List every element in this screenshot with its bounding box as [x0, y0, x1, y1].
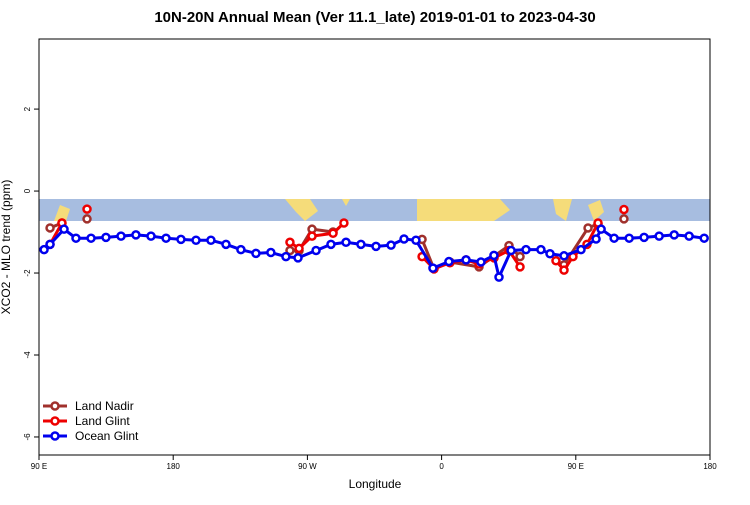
data-point — [311, 245, 321, 256]
data-point — [619, 214, 629, 224]
data-point — [356, 239, 366, 250]
legend-label: Ocean Glint — [75, 429, 139, 443]
legend-marker — [50, 416, 60, 426]
chart-title: 10N-20N Annual Mean (Ver 11.1_late) 2019… — [154, 9, 595, 26]
data-point — [293, 253, 303, 263]
data-point — [371, 241, 381, 252]
data-point — [639, 232, 649, 243]
x-tick-label: 90 E — [568, 462, 584, 471]
y-tick-label: 2 — [23, 106, 32, 111]
y-tick-label: -6 — [23, 433, 32, 441]
data-point — [619, 204, 629, 215]
data-point — [281, 251, 291, 262]
data-point — [494, 272, 504, 282]
data-point — [551, 255, 561, 266]
data-point — [583, 223, 593, 233]
data-point — [428, 263, 438, 273]
data-point — [82, 214, 92, 224]
data-point — [506, 245, 516, 256]
y-tick-label: -4 — [23, 351, 32, 359]
data-point — [59, 224, 69, 234]
data-point — [82, 204, 92, 214]
data-point — [386, 240, 396, 250]
x-tick-label: 180 — [167, 462, 181, 471]
data-point — [576, 244, 586, 255]
data-point — [489, 250, 499, 261]
data-point — [285, 237, 295, 248]
data-point — [326, 239, 336, 250]
data-point — [609, 233, 619, 243]
data-point — [131, 230, 141, 240]
data-point — [596, 224, 606, 234]
data-point — [39, 244, 49, 255]
y-tick-label: -2 — [23, 269, 32, 277]
data-point — [146, 231, 156, 241]
data-point — [521, 244, 531, 255]
plot-area — [39, 204, 709, 282]
data-point — [176, 234, 186, 245]
data-point — [45, 239, 55, 250]
x-tick-label: 180 — [703, 462, 717, 471]
data-point — [545, 249, 555, 259]
data-point — [45, 223, 55, 233]
data-point — [515, 251, 525, 262]
data-point — [684, 231, 694, 241]
legend-label: Land Nadir — [75, 399, 134, 413]
y-tick-label: 0 — [23, 188, 32, 193]
x-tick-label: 90 E — [31, 462, 47, 471]
x-axis-label: Longitude — [349, 477, 402, 491]
legend-marker — [50, 401, 60, 411]
legend-label: Land Glint — [75, 414, 130, 428]
data-point — [699, 233, 709, 243]
data-point — [206, 235, 216, 245]
data-point — [266, 247, 276, 258]
data-point — [591, 234, 601, 244]
data-point — [101, 232, 111, 243]
data-point — [339, 218, 349, 228]
y-axis-label: XCO2 - MLO trend (ppm) — [0, 180, 13, 315]
data-point — [515, 262, 525, 272]
legend-marker — [50, 431, 60, 441]
data-point — [307, 231, 317, 241]
data-point — [669, 230, 679, 240]
data-point — [624, 233, 634, 243]
data-point — [559, 251, 569, 261]
data-point — [444, 256, 454, 267]
data-point — [411, 235, 421, 245]
data-point — [559, 265, 569, 275]
data-point — [461, 255, 471, 265]
data-point — [654, 231, 664, 241]
data-point — [341, 237, 351, 248]
data-point — [399, 234, 409, 244]
data-point — [236, 244, 246, 255]
data-point — [191, 235, 201, 245]
x-tick-label: 90 W — [298, 462, 317, 471]
data-point — [116, 231, 126, 241]
data-point — [161, 233, 171, 243]
data-point — [251, 248, 261, 259]
x-tick-label: 0 — [439, 462, 444, 471]
plot-frame — [38, 38, 711, 456]
data-point — [294, 243, 304, 254]
data-point — [328, 228, 338, 239]
data-point — [71, 233, 81, 243]
data-point — [536, 244, 546, 255]
map-strip — [39, 199, 710, 221]
data-point — [86, 233, 96, 243]
data-point — [476, 257, 486, 267]
data-point — [221, 239, 231, 250]
